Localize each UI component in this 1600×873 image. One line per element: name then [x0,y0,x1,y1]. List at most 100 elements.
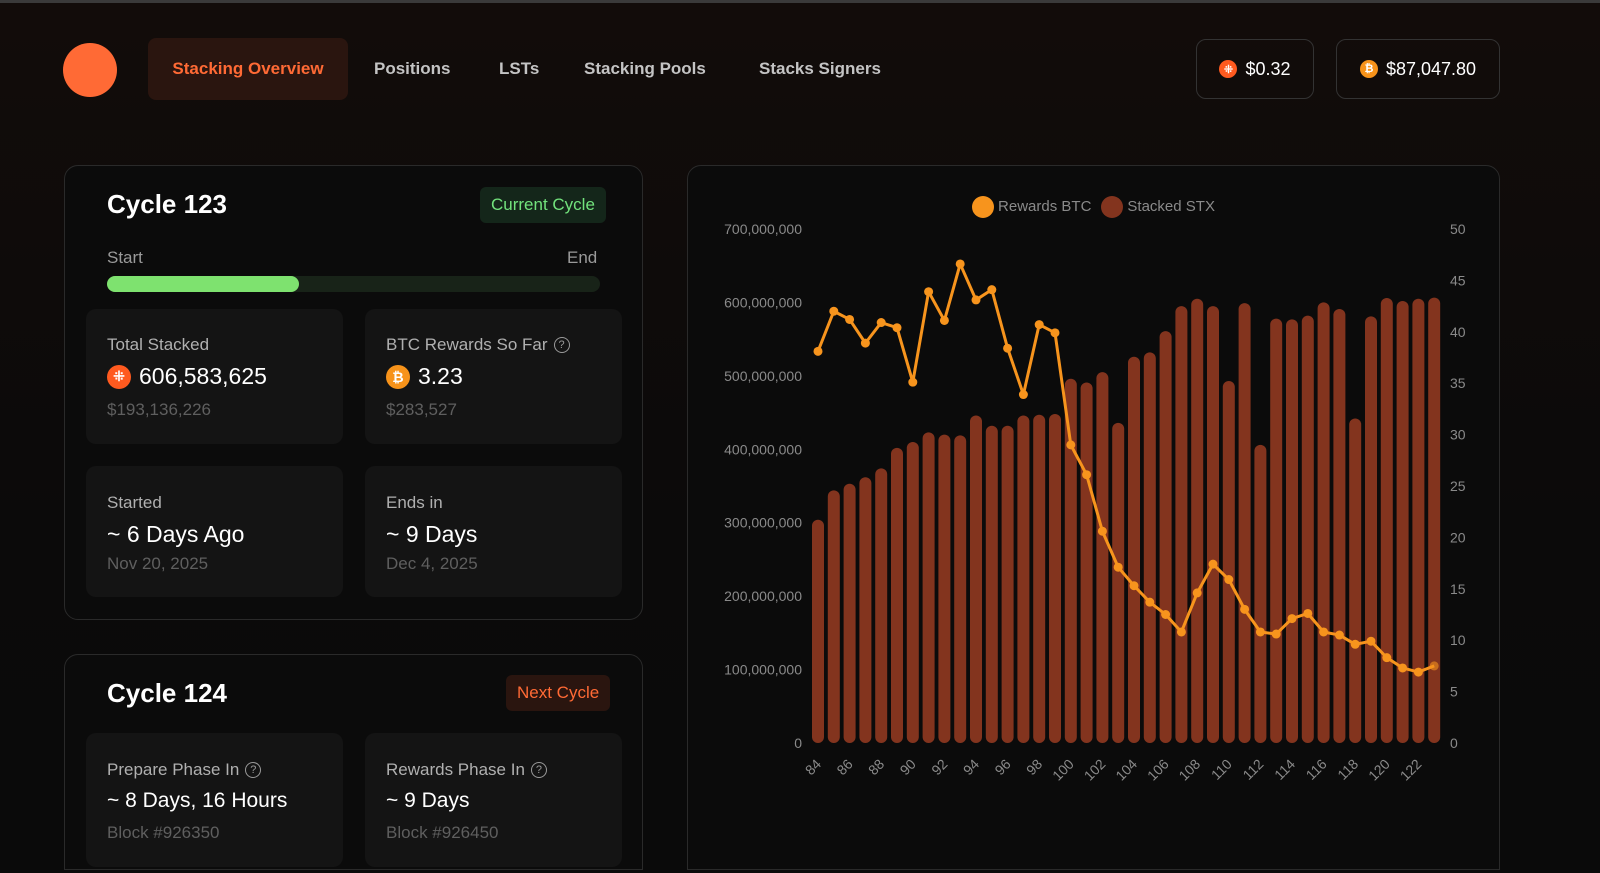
x-axis-tick: 118 [1334,756,1361,783]
prepare-phase-value: ~ 8 Days, 16 Hours [107,789,288,812]
point-rewards-btc [1082,470,1092,480]
bar-stacked-stx [1207,306,1219,743]
help-icon[interactable]: ? [553,337,570,353]
x-axis-tick: 86 [833,756,855,778]
btc-price-pill[interactable]: ₿ $87,047.80 [1336,39,1500,99]
nav-stacking-overview[interactable]: Stacking Overview [148,38,348,100]
btc-rewards-tile: BTC Rewards So Far? ₿ 3.23 $283,527 [365,309,622,444]
legend-stacked-stx[interactable]: Stacked STX [1101,196,1215,218]
x-axis-tick: 114 [1271,756,1298,783]
bar-stacked-stx [906,441,919,743]
chart-card: Rewards BTC Stacked STX 0 100,000,000 200,… [687,165,1500,870]
end-label: End [567,248,598,267]
rewards-phase-label: Rewards Phase In [386,760,525,779]
point-rewards-btc [1398,663,1408,673]
legend-dot-icon [972,196,995,218]
point-rewards-btc [1208,559,1218,569]
bar-stacked-stx [1428,297,1441,743]
x-axis-tick: 94 [960,756,982,778]
total-stacked-label: Total Stacked [107,335,210,354]
stx-price-pill[interactable]: ⁜ $0.32 [1196,39,1314,99]
point-rewards-btc [1097,526,1107,536]
bar-stacked-stx [1301,315,1314,743]
bar-stacked-stx [1175,306,1188,743]
btc-rewards-value: 3.23 [418,363,463,389]
btc-rewards-usd: $283,527 [386,400,457,419]
bitcoin-icon: ₿ [386,364,410,389]
point-rewards-btc [1003,343,1013,353]
cycle-progress-bar [107,276,600,292]
bar-stacked-stx [1396,300,1409,743]
x-axis-tick: 106 [1144,756,1172,784]
nav-lsts[interactable]: LSTs [499,59,540,78]
x-axis-tick: 98 [1023,756,1045,778]
bar-stacked-stx [1365,316,1377,743]
point-rewards-btc [829,306,839,316]
nav-stacks-signers[interactable]: Stacks Signers [759,59,881,78]
right-axis-tick: 40 [1450,324,1466,340]
stx-icon: ⁜ [1219,60,1238,78]
bar-stacked-stx [1412,298,1425,743]
point-rewards-btc [813,346,823,356]
current-cycle-badge: Current Cycle [480,187,606,223]
right-axis-tick: 20 [1450,529,1466,545]
point-rewards-btc [1176,627,1186,637]
app-logo[interactable] [63,43,117,97]
start-label: Start [107,248,143,267]
rewards-phase-block: Block #926450 [386,823,499,842]
started-date: Nov 20, 2025 [107,554,209,573]
left-axis-tick: 200,000,000 [724,588,802,604]
started-tile: Started ~ 6 Days Ago Nov 20, 2025 [86,466,343,597]
x-axis-tick: 110 [1208,756,1235,783]
point-rewards-btc [1113,562,1123,572]
x-axis-tick: 96 [991,756,1013,778]
point-rewards-btc [1192,588,1202,598]
x-axis-tick: 120 [1365,756,1393,784]
point-rewards-btc [1429,661,1439,671]
right-axis-tick: 25 [1450,478,1466,494]
line-rewards-btc [816,262,1435,674]
bar-stacked-stx [1064,378,1077,743]
bar-stacked-stx [1033,414,1046,743]
prepare-phase-tile: Prepare Phase In? ~ 8 Days, 16 Hours Blo… [86,733,343,867]
point-rewards-btc [1240,604,1250,614]
btc-rewards-label: BTC Rewards So Far [386,335,548,354]
bitcoin-icon: ₿ [1359,60,1378,78]
point-rewards-btc [1334,630,1344,640]
right-axis-tick: 15 [1450,581,1466,597]
legend-label: Rewards BTC [998,197,1092,215]
x-axis-tick: 122 [1397,756,1425,784]
point-rewards-btc [1018,390,1028,400]
bar-stacked-stx [859,477,872,743]
help-icon[interactable]: ? [245,762,262,778]
point-rewards-btc [908,377,918,387]
point-rewards-btc [876,318,886,328]
bar-stacked-stx [1349,418,1362,743]
point-rewards-btc [860,338,870,348]
point-rewards-btc [1050,328,1060,338]
point-rewards-btc [1350,639,1360,649]
bar-stacked-stx [1159,331,1172,743]
bar-stacked-stx [1333,309,1346,743]
bar-stacked-stx [843,483,856,743]
bar-stacked-stx [938,434,951,743]
legend-dot-icon [1101,196,1124,218]
left-axis-tick: 700,000,000 [724,221,802,237]
ends-label: Ends in [386,493,443,512]
nav-stacking-pools[interactable]: Stacking Pools [584,59,706,78]
prepare-phase-block: Block #926350 [107,823,220,842]
left-axis-tick: 300,000,000 [724,515,802,531]
ends-date: Dec 4, 2025 [386,554,478,573]
legend-rewards-btc[interactable]: Rewards BTC [972,196,1091,218]
nav-positions[interactable]: Positions [374,59,451,78]
bar-stacked-stx [1080,382,1093,743]
total-stacked-usd: $193,136,226 [107,400,211,419]
x-axis-tick: 92 [928,756,950,778]
x-axis-tick: 84 [802,756,824,778]
bar-stacked-stx [985,425,998,743]
x-axis-tick: 104 [1112,756,1140,784]
x-axis-tick: 90 [897,756,919,778]
help-icon[interactable]: ? [530,762,547,778]
point-rewards-btc [1382,653,1392,663]
bar-stacked-stx [1017,415,1030,743]
